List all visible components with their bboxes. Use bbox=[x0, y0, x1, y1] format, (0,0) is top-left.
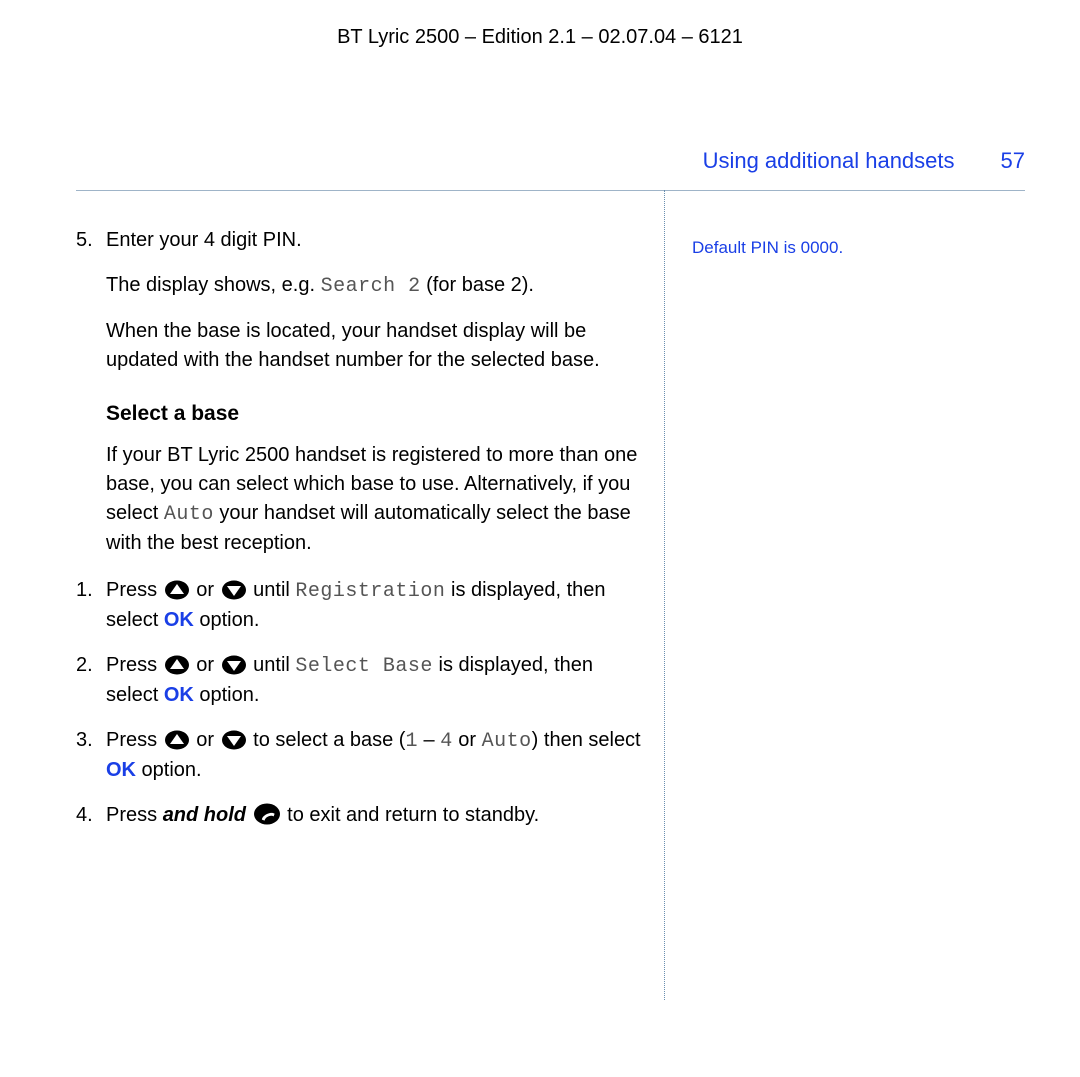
step-number: 3. bbox=[76, 726, 106, 785]
lcd-text: Registration bbox=[295, 580, 445, 603]
continued-steps-list: 5. Enter your 4 digit PIN. The display s… bbox=[76, 226, 646, 375]
down-arrow-icon bbox=[222, 580, 246, 600]
select-base-steps: 1. Press or until Registration is displa… bbox=[76, 576, 646, 830]
lcd-text: Select Base bbox=[295, 655, 433, 678]
step-5: 5. Enter your 4 digit PIN. The display s… bbox=[76, 226, 646, 375]
vertical-dotted-rule bbox=[664, 190, 665, 1000]
step-number: 2. bbox=[76, 651, 106, 710]
section-header: Using additional handsets 57 bbox=[76, 148, 1025, 174]
step-number: 5. bbox=[76, 226, 106, 375]
lcd-text: 4 bbox=[440, 730, 453, 753]
document-header: BT Lyric 2500 – Edition 2.1 – 02.07.04 –… bbox=[0, 26, 1080, 49]
select-base-step-3: 3. Press or to select a base (1 – 4 or A… bbox=[76, 726, 646, 785]
down-arrow-icon bbox=[222, 730, 246, 750]
ok-label: OK bbox=[106, 759, 136, 781]
ok-label: OK bbox=[164, 684, 194, 706]
step-5-line-2: The display shows, e.g. Search 2 (for ba… bbox=[106, 271, 646, 301]
up-arrow-icon bbox=[165, 730, 189, 750]
step-number: 1. bbox=[76, 576, 106, 635]
section-title: Using additional handsets bbox=[703, 148, 955, 174]
page-number: 57 bbox=[1001, 148, 1025, 174]
default-pin-note: Default PIN is 0000. bbox=[692, 238, 843, 257]
select-base-step-4: 4. Press and hold to exit and return to … bbox=[76, 801, 646, 830]
end-call-icon bbox=[254, 803, 280, 825]
lcd-text: Search 2 bbox=[321, 275, 421, 298]
ok-label: OK bbox=[164, 609, 194, 631]
lcd-text: Auto bbox=[482, 730, 532, 753]
step-5-line-1: Enter your 4 digit PIN. bbox=[106, 226, 646, 255]
down-arrow-icon bbox=[222, 655, 246, 675]
select-base-step-2: 2. Press or until Select Base is display… bbox=[76, 651, 646, 710]
document-page: BT Lyric 2500 – Edition 2.1 – 02.07.04 –… bbox=[0, 0, 1080, 1077]
select-a-base-heading: Select a base bbox=[106, 399, 646, 429]
sidebar-note: Default PIN is 0000. bbox=[692, 236, 992, 260]
lcd-text: Auto bbox=[164, 503, 214, 526]
main-content: 5. Enter your 4 digit PIN. The display s… bbox=[76, 226, 646, 846]
up-arrow-icon bbox=[165, 655, 189, 675]
press-and-hold-text: and hold bbox=[163, 804, 246, 826]
select-base-step-1: 1. Press or until Registration is displa… bbox=[76, 576, 646, 635]
horizontal-rule bbox=[76, 190, 1025, 191]
select-a-base-intro: If your BT Lyric 2500 handset is registe… bbox=[106, 441, 646, 558]
lcd-text: 1 bbox=[405, 730, 418, 753]
step-number: 4. bbox=[76, 801, 106, 830]
up-arrow-icon bbox=[165, 580, 189, 600]
step-5-line-3: When the base is located, your handset d… bbox=[106, 317, 646, 375]
